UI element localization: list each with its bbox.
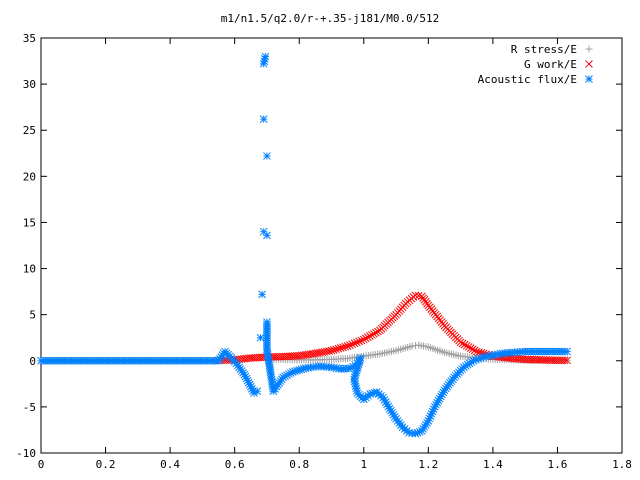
y-tick-label: 10 — [23, 263, 36, 276]
legend-marker — [585, 45, 593, 53]
y-tick-label: 0 — [29, 355, 36, 368]
x-tick-label: 0.2 — [96, 458, 116, 471]
legend-label: Acoustic flux/E — [478, 73, 577, 86]
data-point — [475, 348, 483, 357]
data-point — [563, 347, 571, 356]
data-point — [263, 231, 271, 240]
data-point — [372, 328, 380, 337]
data-point — [363, 333, 372, 342]
x-tick-label: 1.4 — [483, 458, 503, 471]
y-tick-label: -5 — [23, 401, 36, 414]
x-tick-label: 1.8 — [612, 458, 632, 471]
x-tick-label: 1.6 — [548, 458, 568, 471]
data-point — [259, 115, 268, 124]
data-point — [318, 348, 327, 357]
data-point — [374, 327, 382, 336]
data-point — [353, 338, 361, 347]
x-tick-label: 1.2 — [418, 458, 438, 471]
data-point — [316, 348, 324, 357]
data-point — [468, 345, 477, 354]
x-tick-label: 0 — [38, 458, 45, 471]
axis-ticks: 0 0.2 0.4 0.6 0.8 1 1.2 1.4 1.6 1.8 -10 -5 0 5 10 15 20 2… — [16, 32, 632, 471]
data-point — [350, 339, 359, 348]
data-point — [560, 356, 569, 365]
data-point — [348, 340, 357, 349]
data-point — [253, 387, 262, 396]
data-point — [460, 340, 469, 349]
data-point — [472, 347, 481, 356]
y-tick-label: 30 — [23, 78, 36, 91]
data-point — [367, 331, 376, 339]
y-tick-label: 35 — [23, 32, 36, 45]
y-tick-label: -10 — [16, 447, 36, 460]
data-point — [470, 346, 479, 355]
data-point — [341, 342, 350, 351]
plot-frame — [40, 37, 623, 454]
data-point — [256, 333, 265, 342]
data-point — [464, 343, 473, 351]
x-tick-label: 0.6 — [225, 458, 245, 471]
data-point — [336, 344, 345, 352]
data-point — [261, 52, 270, 61]
legend-label: R stress/E — [511, 43, 577, 56]
x-tick-label: 0.8 — [289, 458, 309, 471]
x-tick-label: 0.4 — [160, 458, 180, 471]
y-tick-label: 20 — [23, 170, 36, 183]
data-point — [456, 338, 465, 347]
y-tick-label: 15 — [23, 216, 36, 229]
legend-label: G work/E — [524, 58, 577, 71]
data-point — [414, 291, 423, 300]
data-point — [365, 332, 374, 340]
data-point — [357, 336, 366, 345]
data-point — [346, 341, 354, 349]
data-point — [325, 347, 334, 355]
data-point — [563, 356, 571, 365]
data-point — [313, 349, 322, 357]
data-point — [320, 347, 329, 356]
data-point — [334, 344, 343, 353]
data-point — [263, 152, 271, 160]
legend-marker — [585, 60, 593, 68]
data-point — [466, 344, 475, 352]
x-tick-label: 1 — [360, 458, 367, 471]
data-point — [462, 341, 471, 350]
data-point — [329, 346, 338, 354]
legend-marker — [585, 75, 593, 83]
data-point — [343, 342, 352, 350]
data-point — [258, 290, 266, 299]
chart-title: m1/n1.5/q2.0/r-+.35-j181/M0.0/512 — [221, 12, 440, 25]
series-2 — [37, 52, 571, 438]
data-marks — [37, 52, 571, 438]
data-point — [323, 347, 331, 356]
data-point — [411, 291, 420, 300]
data-point — [311, 349, 320, 358]
data-point — [359, 335, 368, 344]
y-tick-label: 25 — [23, 124, 36, 137]
data-point — [332, 345, 340, 354]
data-point — [458, 339, 467, 348]
data-point — [339, 343, 347, 352]
data-point — [327, 346, 336, 355]
data-point — [370, 329, 378, 338]
data-point — [361, 334, 370, 343]
legend: R stress/E G work/E Acoustic flux/E — [478, 43, 593, 86]
y-tick-label: 5 — [29, 309, 36, 322]
data-point — [355, 337, 364, 346]
